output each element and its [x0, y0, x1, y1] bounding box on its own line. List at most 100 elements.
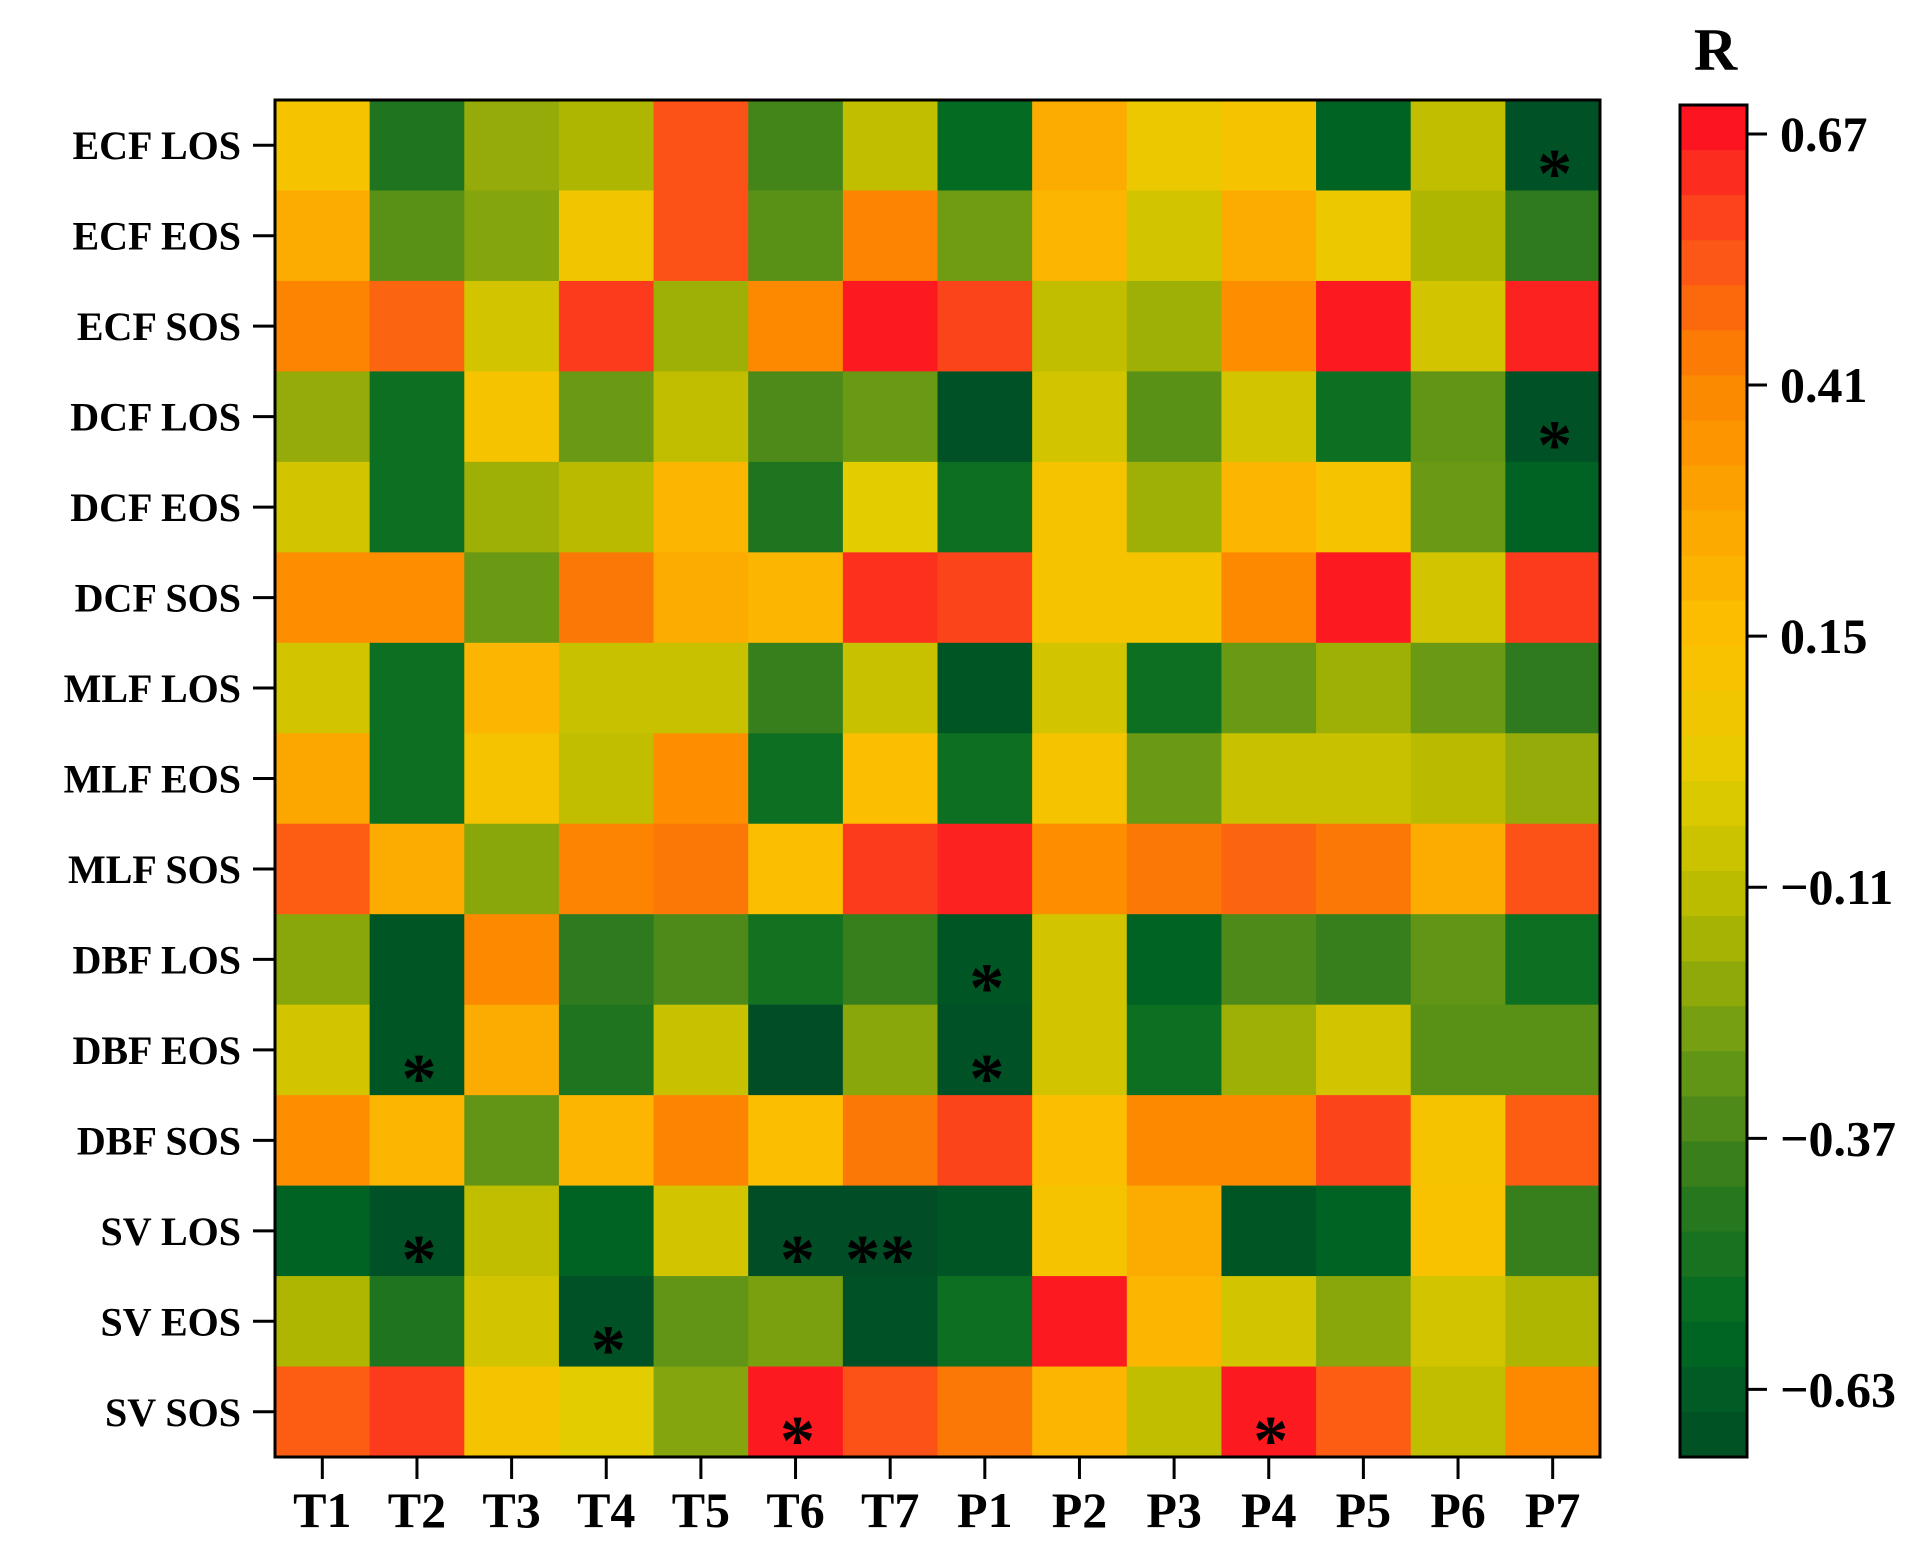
heatmap-cell: [1316, 733, 1412, 825]
heatmap-cell: [1126, 1276, 1223, 1368]
heatmap-cell: [842, 461, 939, 553]
y-tick-label: DBF SOS: [77, 1118, 241, 1163]
heatmap-cell: [1126, 100, 1223, 192]
heatmap-cell: [1410, 100, 1506, 192]
heatmap-cell: [1032, 552, 1128, 644]
heatmap-cell: [558, 1095, 655, 1187]
colorbar-segment: [1680, 871, 1747, 917]
heatmap-cell: [1032, 371, 1128, 463]
heatmap-cell: [748, 461, 844, 553]
heatmap-cell: [1316, 823, 1412, 915]
heatmap-cell: [1221, 1004, 1317, 1096]
heatmap-cell: [1505, 1276, 1601, 1368]
heatmap-cell: [1126, 733, 1223, 825]
heatmap-cell: [842, 1185, 939, 1277]
y-tick-label: DCF EOS: [70, 485, 241, 530]
heatmap-cell: [558, 823, 655, 915]
heatmap-cell: [558, 100, 655, 192]
heatmap-cell: [1032, 280, 1128, 372]
heatmap-cell: [653, 280, 749, 372]
heatmap-cell: [1032, 1366, 1128, 1458]
heatmap-cell: [275, 1095, 371, 1187]
heatmap-cell: [1410, 1185, 1506, 1277]
significance-star: *: [401, 1222, 436, 1299]
heatmap-cell: [369, 280, 465, 372]
heatmap-cell: [1316, 190, 1412, 282]
colorbar-segment: [1680, 1321, 1747, 1368]
heatmap-cell: [1126, 280, 1223, 372]
y-tick-label: DCF SOS: [75, 576, 241, 621]
heatmap-cell: [842, 1095, 939, 1187]
x-tick-label: P3: [1146, 1482, 1202, 1538]
colorbar-gradient: [1680, 105, 1747, 1458]
colorbar-segment: [1680, 150, 1747, 196]
heatmap-cell: [1126, 1366, 1223, 1458]
colorbar-tick-label: −0.11: [1780, 859, 1893, 915]
colorbar-tick-label: 0.15: [1780, 608, 1868, 664]
heatmap-cell: [1126, 552, 1223, 644]
heatmap-cell: [558, 280, 655, 372]
colorbar-segment: [1680, 465, 1747, 512]
heatmap-cell: [653, 823, 749, 915]
heatmap-cell: [369, 642, 465, 734]
heatmap-cell: [937, 100, 1033, 192]
heatmap-cell: [558, 914, 655, 1006]
heatmap-cell: [653, 1004, 749, 1096]
heatmap-cell: [748, 914, 844, 1006]
heatmap-cell: [842, 1004, 939, 1096]
colorbar-segment: [1680, 690, 1747, 737]
heatmap-cell: [842, 914, 939, 1006]
heatmap-cell: [1221, 823, 1317, 915]
heatmap-cell: [275, 1004, 371, 1096]
heatmap-cell: [842, 190, 939, 282]
heatmap-cell: [1126, 823, 1223, 915]
heatmap-cell: [842, 1366, 939, 1458]
heatmap-cell: [558, 1366, 655, 1458]
heatmap-cell: [1221, 1276, 1317, 1368]
heatmap-cell: [937, 1004, 1033, 1096]
heatmap-cell: [275, 1276, 371, 1368]
significance-star: *: [1253, 1403, 1288, 1480]
colorbar-segment: [1680, 240, 1747, 286]
colorbar-segment: [1680, 1231, 1747, 1278]
heatmap-cell: [1221, 1095, 1317, 1187]
heatmap-cell: [558, 371, 655, 463]
x-tick-label: T6: [766, 1482, 824, 1538]
heatmap-cell: [653, 1366, 749, 1458]
heatmap-cell: [653, 1276, 749, 1368]
heatmap-cell: [937, 823, 1033, 915]
heatmap-cell: [558, 1276, 655, 1368]
heatmap-cell: [1221, 733, 1317, 825]
y-tick-label: ECF EOS: [72, 214, 241, 259]
heatmap-cell: [1221, 552, 1317, 644]
heatmap-cell: [464, 914, 560, 1006]
y-tick-label: SV EOS: [101, 1299, 241, 1344]
heatmap-cell: [369, 461, 465, 553]
colorbar-tick-label: −0.63: [1780, 1361, 1896, 1417]
colorbar-segment: [1680, 285, 1747, 331]
heatmap-cell: [1505, 100, 1601, 192]
significance-star: *: [1537, 408, 1572, 485]
heatmap-cell: [464, 100, 560, 192]
heatmap-cell: [369, 1276, 465, 1368]
heatmap-cell: [653, 190, 749, 282]
heatmap-cell: [748, 823, 844, 915]
heatmap-cell: [748, 1185, 844, 1277]
y-axis: ECF LOS ECF EOS ECF SOS DCF LOS DCF EOS DCF S…: [64, 123, 275, 1435]
heatmap-cell: [275, 733, 371, 825]
heatmap-cell: [558, 1004, 655, 1096]
heatmap-cell: [369, 1185, 465, 1277]
heatmap-cell: [1032, 1004, 1128, 1096]
heatmap-cell: [275, 280, 371, 372]
heatmap-cell: [1316, 1185, 1412, 1277]
colorbar-segment: [1680, 105, 1747, 151]
colorbar-segment: [1680, 510, 1747, 557]
heatmap-cell: [1221, 914, 1317, 1006]
x-tick-label: P4: [1241, 1482, 1297, 1538]
heatmap-cell: [842, 823, 939, 915]
heatmap-cell: [464, 1185, 560, 1277]
heatmap-cell: [1316, 642, 1412, 734]
heatmap-cell: [1221, 280, 1317, 372]
x-tick-label: P1: [957, 1482, 1013, 1538]
heatmap-cell: [937, 1095, 1033, 1187]
